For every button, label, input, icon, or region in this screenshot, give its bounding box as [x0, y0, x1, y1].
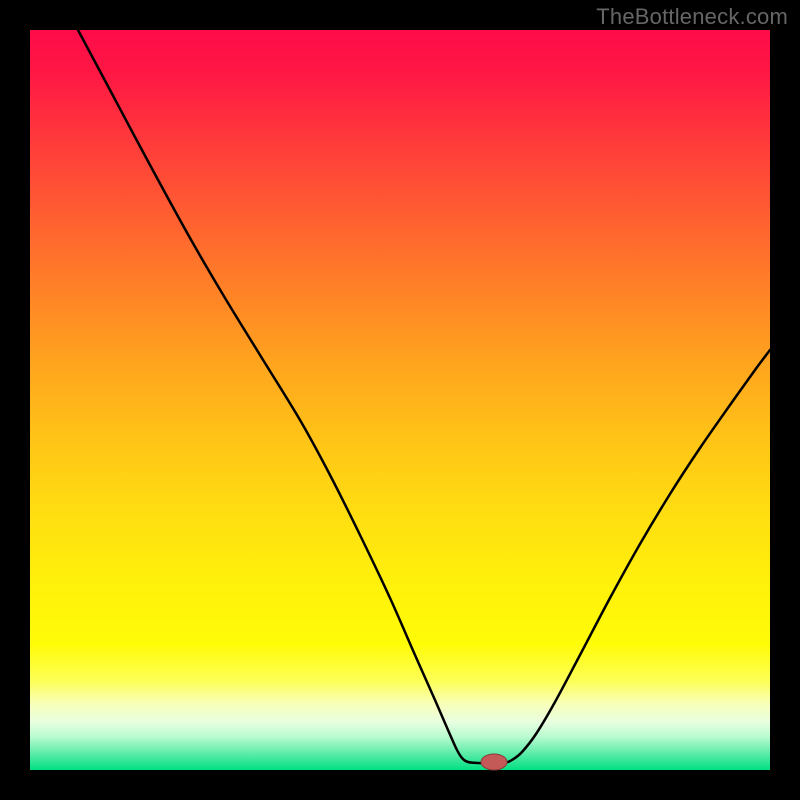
gradient-background: [30, 30, 770, 770]
chart-container: TheBottleneck.com: [0, 0, 800, 800]
watermark-text: TheBottleneck.com: [596, 4, 788, 30]
bottleneck-chart: [0, 0, 800, 800]
optimal-marker: [481, 754, 507, 770]
